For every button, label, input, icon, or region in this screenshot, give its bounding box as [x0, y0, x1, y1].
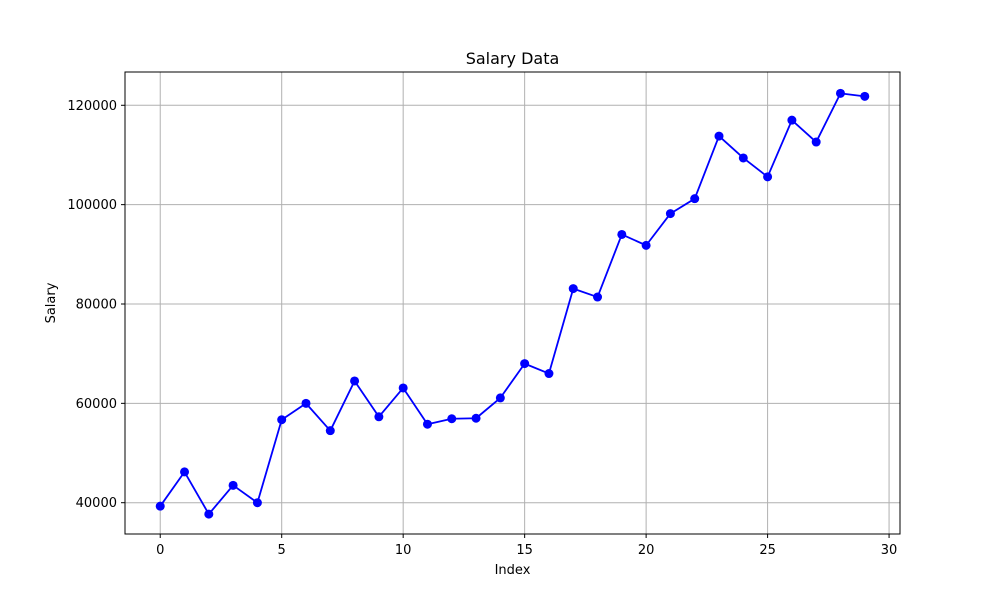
- data-point: [228, 480, 238, 490]
- y-tick-label: 100000: [67, 198, 117, 213]
- x-tick-label: 0: [156, 543, 164, 558]
- data-point: [180, 467, 190, 477]
- x-axis-label: Index: [495, 563, 531, 578]
- data-point: [811, 137, 821, 147]
- data-point: [665, 209, 675, 219]
- data-point: [568, 284, 578, 294]
- data-point: [714, 131, 724, 141]
- x-tick-label: 15: [516, 543, 533, 558]
- data-point: [277, 415, 287, 425]
- data-point: [471, 413, 481, 423]
- grid: [125, 72, 900, 534]
- data-point: [860, 91, 870, 101]
- chart-title: Salary Data: [466, 49, 560, 68]
- data-point: [204, 509, 214, 519]
- x-tick-label: 25: [759, 543, 776, 558]
- data-point: [398, 383, 408, 393]
- x-tick-label: 20: [638, 543, 655, 558]
- data-point: [252, 498, 262, 508]
- data-point: [350, 376, 360, 386]
- x-tick-label: 30: [881, 543, 898, 558]
- x-tick-label: 5: [278, 543, 286, 558]
- y-tick-label: 80000: [76, 297, 117, 312]
- data-point: [593, 292, 603, 302]
- data-point: [787, 115, 797, 125]
- data-point: [325, 426, 335, 436]
- series-layer: [155, 88, 870, 519]
- plot-area: [124, 71, 901, 535]
- data-point: [641, 240, 651, 250]
- y-tick-label: 120000: [67, 99, 117, 114]
- data-point: [495, 393, 505, 403]
- data-point: [690, 194, 700, 204]
- y-tick-label: 60000: [76, 397, 117, 412]
- salary-series-line: [159, 92, 865, 516]
- data-point: [155, 501, 165, 511]
- data-point: [835, 88, 845, 98]
- data-point: [301, 398, 311, 408]
- data-point: [422, 419, 432, 429]
- data-point: [520, 359, 530, 369]
- data-point: [447, 414, 457, 424]
- x-tick-label: 10: [395, 543, 412, 558]
- y-axis: 40000 60000 80000 100000 120000: [67, 99, 125, 511]
- y-axis-label: Salary: [44, 282, 59, 323]
- data-point: [763, 172, 773, 182]
- data-point: [738, 153, 748, 163]
- data-point: [617, 229, 627, 239]
- data-point: [374, 412, 384, 422]
- data-point: [544, 369, 554, 379]
- x-axis: 0 5 10 15 20 25 30: [156, 534, 897, 558]
- y-tick-label: 40000: [76, 496, 117, 511]
